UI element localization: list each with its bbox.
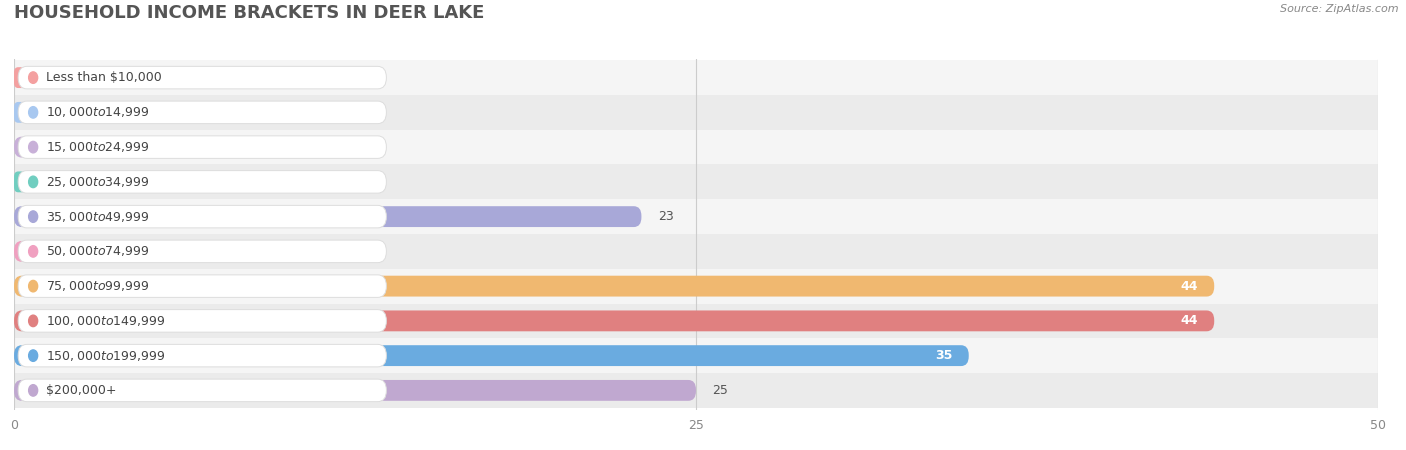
FancyBboxPatch shape xyxy=(14,241,260,262)
FancyBboxPatch shape xyxy=(18,171,387,193)
Text: 35: 35 xyxy=(935,349,952,362)
Bar xyxy=(14,269,1378,303)
Text: 0: 0 xyxy=(41,176,49,189)
Text: Less than $10,000: Less than $10,000 xyxy=(46,71,162,84)
Bar xyxy=(14,130,1378,165)
FancyBboxPatch shape xyxy=(14,137,150,157)
Text: $35,000 to $49,999: $35,000 to $49,999 xyxy=(46,210,150,224)
Bar xyxy=(14,373,1378,408)
FancyBboxPatch shape xyxy=(18,136,387,158)
Text: 44: 44 xyxy=(1181,315,1198,328)
FancyBboxPatch shape xyxy=(14,310,1215,331)
FancyBboxPatch shape xyxy=(18,205,387,228)
Bar xyxy=(14,303,1378,338)
Bar xyxy=(14,338,1378,373)
Text: $50,000 to $74,999: $50,000 to $74,999 xyxy=(46,244,150,258)
Text: $15,000 to $24,999: $15,000 to $24,999 xyxy=(46,140,150,154)
Circle shape xyxy=(28,385,38,396)
Circle shape xyxy=(28,246,38,257)
FancyBboxPatch shape xyxy=(18,66,387,89)
Circle shape xyxy=(28,280,38,292)
FancyBboxPatch shape xyxy=(14,102,28,123)
Text: 5: 5 xyxy=(167,140,174,153)
Text: 25: 25 xyxy=(713,384,728,397)
FancyBboxPatch shape xyxy=(18,275,387,297)
Text: $75,000 to $99,999: $75,000 to $99,999 xyxy=(46,279,150,293)
FancyBboxPatch shape xyxy=(14,276,1215,297)
Circle shape xyxy=(28,176,38,188)
FancyBboxPatch shape xyxy=(14,67,28,88)
FancyBboxPatch shape xyxy=(14,206,641,227)
Bar xyxy=(14,60,1378,95)
FancyBboxPatch shape xyxy=(18,310,387,332)
Text: $100,000 to $149,999: $100,000 to $149,999 xyxy=(46,314,166,328)
Text: $150,000 to $199,999: $150,000 to $199,999 xyxy=(46,349,166,363)
FancyBboxPatch shape xyxy=(18,344,387,367)
Circle shape xyxy=(28,107,38,118)
Text: 23: 23 xyxy=(658,210,673,223)
FancyBboxPatch shape xyxy=(14,380,696,401)
FancyBboxPatch shape xyxy=(14,345,969,366)
Circle shape xyxy=(28,350,38,361)
Bar xyxy=(14,95,1378,130)
Text: Source: ZipAtlas.com: Source: ZipAtlas.com xyxy=(1281,4,1399,14)
FancyBboxPatch shape xyxy=(18,379,387,402)
Circle shape xyxy=(28,315,38,327)
Bar xyxy=(14,199,1378,234)
Text: 0: 0 xyxy=(41,106,49,119)
Circle shape xyxy=(28,141,38,153)
Text: $200,000+: $200,000+ xyxy=(46,384,117,397)
Text: HOUSEHOLD INCOME BRACKETS IN DEER LAKE: HOUSEHOLD INCOME BRACKETS IN DEER LAKE xyxy=(14,4,485,22)
FancyBboxPatch shape xyxy=(18,240,387,263)
Text: 9: 9 xyxy=(276,245,284,258)
Circle shape xyxy=(28,72,38,83)
Text: $25,000 to $34,999: $25,000 to $34,999 xyxy=(46,175,150,189)
Bar xyxy=(14,234,1378,269)
FancyBboxPatch shape xyxy=(14,171,28,192)
Text: $10,000 to $14,999: $10,000 to $14,999 xyxy=(46,105,150,119)
Text: 0: 0 xyxy=(41,71,49,84)
Circle shape xyxy=(28,211,38,222)
Bar xyxy=(14,165,1378,199)
FancyBboxPatch shape xyxy=(18,101,387,124)
Text: 44: 44 xyxy=(1181,279,1198,292)
